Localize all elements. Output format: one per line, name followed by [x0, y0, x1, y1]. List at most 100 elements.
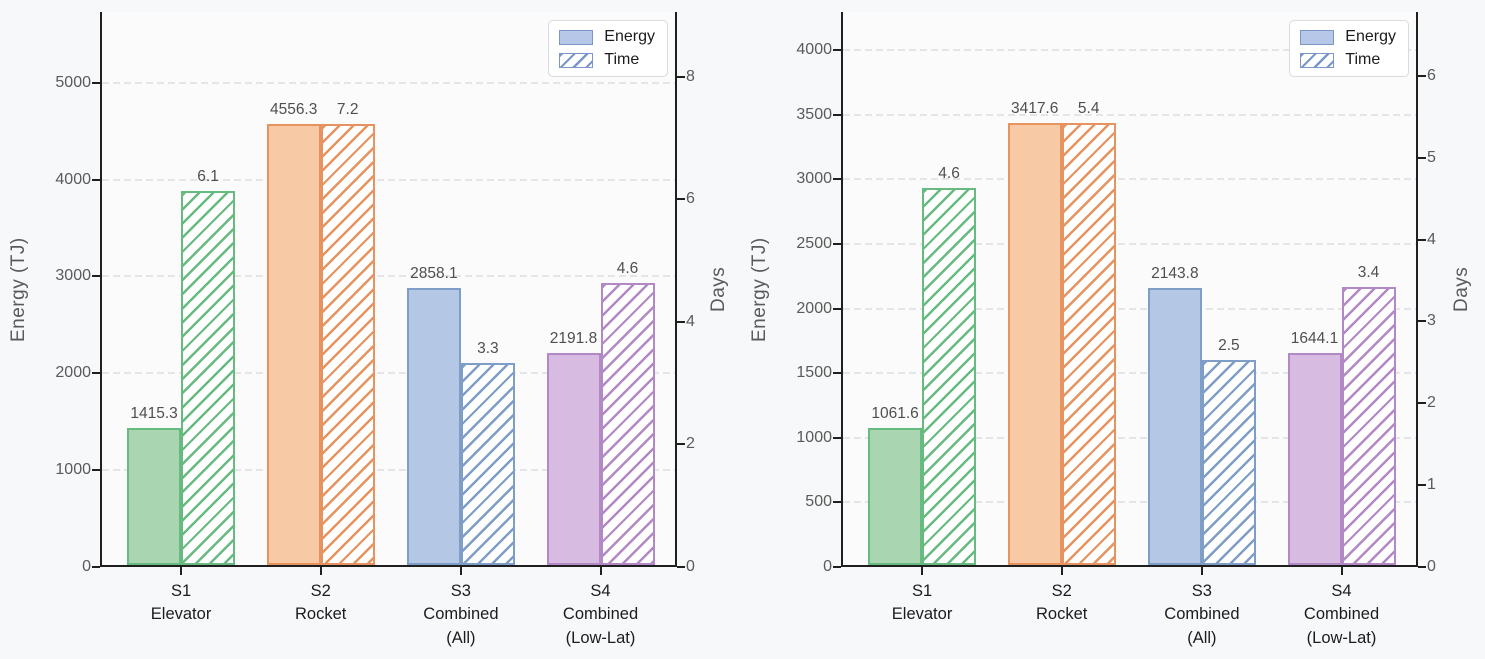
gridline	[843, 49, 1416, 52]
bar-energy-s4	[1287, 353, 1342, 565]
legend: Energy Time	[1289, 20, 1409, 77]
legend-label-energy: Energy	[604, 28, 655, 45]
x-tick-mark	[180, 567, 183, 575]
time-swatch-icon	[1300, 52, 1335, 68]
category-label-s1: S1 Elevator	[891, 582, 953, 624]
y-tick-label-left: 1000	[55, 461, 91, 479]
x-tick-mark	[599, 567, 602, 575]
y-tick-mark	[1418, 566, 1426, 568]
value-label-energy-s2: 3417.6	[1010, 100, 1059, 117]
value-label-time-s1: 6.1	[197, 168, 219, 185]
x-tick-mark	[921, 567, 924, 575]
y-tick-mark	[833, 436, 841, 439]
y-tick-mark	[92, 469, 100, 472]
energy-swatch-icon	[559, 29, 594, 45]
gridline	[102, 372, 675, 375]
value-label-energy-s3: 2858.1	[410, 265, 458, 282]
legend-item-time: Time	[1300, 51, 1396, 69]
y-tick-label-left: 3000	[796, 170, 832, 188]
bar-time-s2	[320, 124, 375, 565]
value-label-energy-s3: 2143.8	[1151, 265, 1199, 282]
y-tick-label-right: 3	[1427, 312, 1436, 330]
value-label-time-s2: 7.2	[336, 101, 359, 118]
left-chart-days-axis-label: Days	[708, 266, 729, 313]
left-chart-plot-area: Energy Time 0 1000 2000 3000 4000 5000 0 2 4 6 8 14…	[55, 12, 695, 647]
y-tick-label-right: 6	[686, 190, 695, 208]
y-tick-label-left: 2000	[55, 364, 91, 382]
y-tick-label-left: 5000	[55, 73, 91, 91]
x-tick-mark	[1200, 567, 1203, 575]
y-tick-label-left: 4000	[796, 41, 832, 59]
value-label-energy-s4: 1644.1	[1290, 330, 1339, 347]
y-tick-mark	[677, 198, 685, 201]
bar-time-s1	[181, 191, 236, 565]
y-tick-mark	[92, 566, 100, 568]
y-tick-label-left: 500	[805, 493, 832, 511]
y-tick-label-right: 6	[1427, 66, 1436, 84]
y-tick-mark	[833, 113, 841, 116]
value-label-energy-s2: 4556.3	[269, 101, 318, 118]
gridline	[843, 501, 1416, 504]
y-tick-label-right: 0	[1427, 558, 1436, 575]
value-label-time-s3: 3.3	[477, 340, 499, 357]
y-tick-label-right: 8	[686, 67, 695, 85]
gridline	[843, 307, 1416, 310]
value-label-energy-s4: 2191.8	[549, 330, 598, 347]
right-chart-energy-axis-label: Energy (TJ)	[749, 237, 770, 342]
left-chart-energy-axis-label: Energy (TJ)	[8, 237, 29, 342]
y-tick-label-left: 0	[82, 558, 91, 575]
y-tick-mark	[677, 320, 685, 323]
category-label-s3: S3 Combined (All)	[423, 582, 499, 647]
gridline	[843, 113, 1416, 116]
energy-swatch-icon	[1300, 29, 1335, 45]
x-tick-mark	[1060, 567, 1063, 575]
y-tick-label-right: 2	[686, 435, 695, 453]
y-tick-mark	[677, 566, 685, 568]
legend-item-energy: Energy	[559, 28, 655, 46]
y-tick-mark	[92, 81, 100, 84]
y-tick-mark	[833, 307, 841, 310]
category-label-s2: S2 Rocket	[1035, 582, 1088, 624]
x-tick-mark	[319, 567, 322, 575]
y-tick-mark	[677, 443, 685, 446]
legend-item-energy: Energy	[1300, 28, 1396, 46]
y-tick-mark	[1418, 484, 1426, 487]
value-label-energy-s1: 1061.6	[871, 405, 919, 422]
y-tick-label-right: 4	[1427, 230, 1436, 248]
gridline	[102, 81, 675, 84]
gridline	[843, 242, 1416, 245]
y-tick-mark	[833, 242, 841, 245]
y-tick-mark	[92, 372, 100, 375]
value-label-time-s2: 5.4	[1077, 100, 1100, 117]
gridline	[102, 178, 675, 181]
bar-energy-s2	[266, 124, 321, 565]
y-tick-mark	[1418, 320, 1426, 323]
value-label-time-s4: 3.4	[1357, 264, 1380, 281]
y-tick-label-left: 4000	[55, 170, 91, 188]
bar-energy-s1	[868, 428, 923, 565]
bar-energy-s1	[127, 428, 182, 565]
y-tick-label-left: 3500	[796, 105, 832, 123]
y-tick-label-left: 1000	[796, 428, 832, 446]
category-label-s4: S4 Combined (Low-Lat)	[1303, 582, 1380, 647]
bar-time-s4	[1341, 287, 1396, 565]
gridline	[102, 469, 675, 472]
category-label-s2: S2 Rocket	[294, 582, 347, 624]
bar-energy-s4	[546, 353, 601, 565]
y-tick-label-right: 2	[1427, 394, 1436, 412]
legend-label-energy: Energy	[1345, 28, 1396, 45]
bar-energy-s3	[1147, 288, 1202, 565]
y-tick-mark	[833, 178, 841, 181]
bar-time-s4	[600, 283, 655, 565]
y-tick-mark	[677, 75, 685, 78]
bar-energy-s3	[406, 288, 461, 565]
category-label-s1: S1 Elevator	[150, 582, 212, 624]
y-tick-label-right: 4	[686, 312, 695, 330]
y-tick-label-right: 0	[686, 558, 695, 575]
y-tick-label-right: 5	[1427, 148, 1436, 166]
right-chart-plot-area: Energy Time 0 500 1000 1500 2000 2500 3000 3500…	[796, 12, 1436, 647]
gridline	[102, 275, 675, 278]
y-tick-mark	[833, 501, 841, 504]
y-tick-mark	[1418, 238, 1426, 241]
